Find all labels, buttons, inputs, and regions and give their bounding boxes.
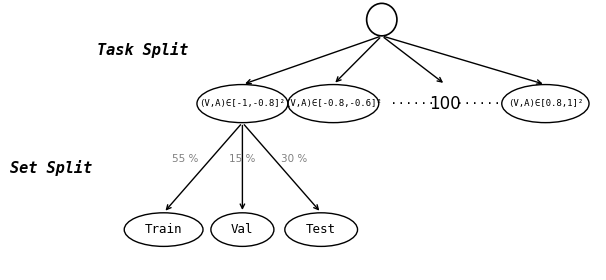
Text: ······: ······ [456, 97, 501, 110]
Text: (V,A)∈[0.8,1]²: (V,A)∈[0.8,1]² [508, 99, 583, 108]
Text: Set Split: Set Split [10, 160, 93, 176]
Text: (V,A)∈[-0.8,-0.6]²: (V,A)∈[-0.8,-0.6]² [285, 99, 382, 108]
Text: ······: ······ [390, 97, 435, 110]
Text: Test: Test [306, 223, 336, 236]
Text: Train: Train [145, 223, 182, 236]
Text: 100: 100 [430, 95, 461, 113]
Ellipse shape [124, 213, 203, 246]
Ellipse shape [211, 213, 274, 246]
Ellipse shape [502, 85, 589, 123]
Text: (V,A)∈[-1,-0.8]²: (V,A)∈[-1,-0.8]² [199, 99, 285, 108]
Ellipse shape [197, 85, 288, 123]
Text: 15 %: 15 % [229, 154, 256, 164]
Text: 55 %: 55 % [171, 154, 198, 164]
Ellipse shape [367, 3, 397, 36]
Ellipse shape [288, 85, 379, 123]
Ellipse shape [285, 213, 358, 246]
Text: 30 %: 30 % [281, 154, 307, 164]
Text: Task Split: Task Split [97, 42, 188, 59]
Text: Val: Val [231, 223, 254, 236]
